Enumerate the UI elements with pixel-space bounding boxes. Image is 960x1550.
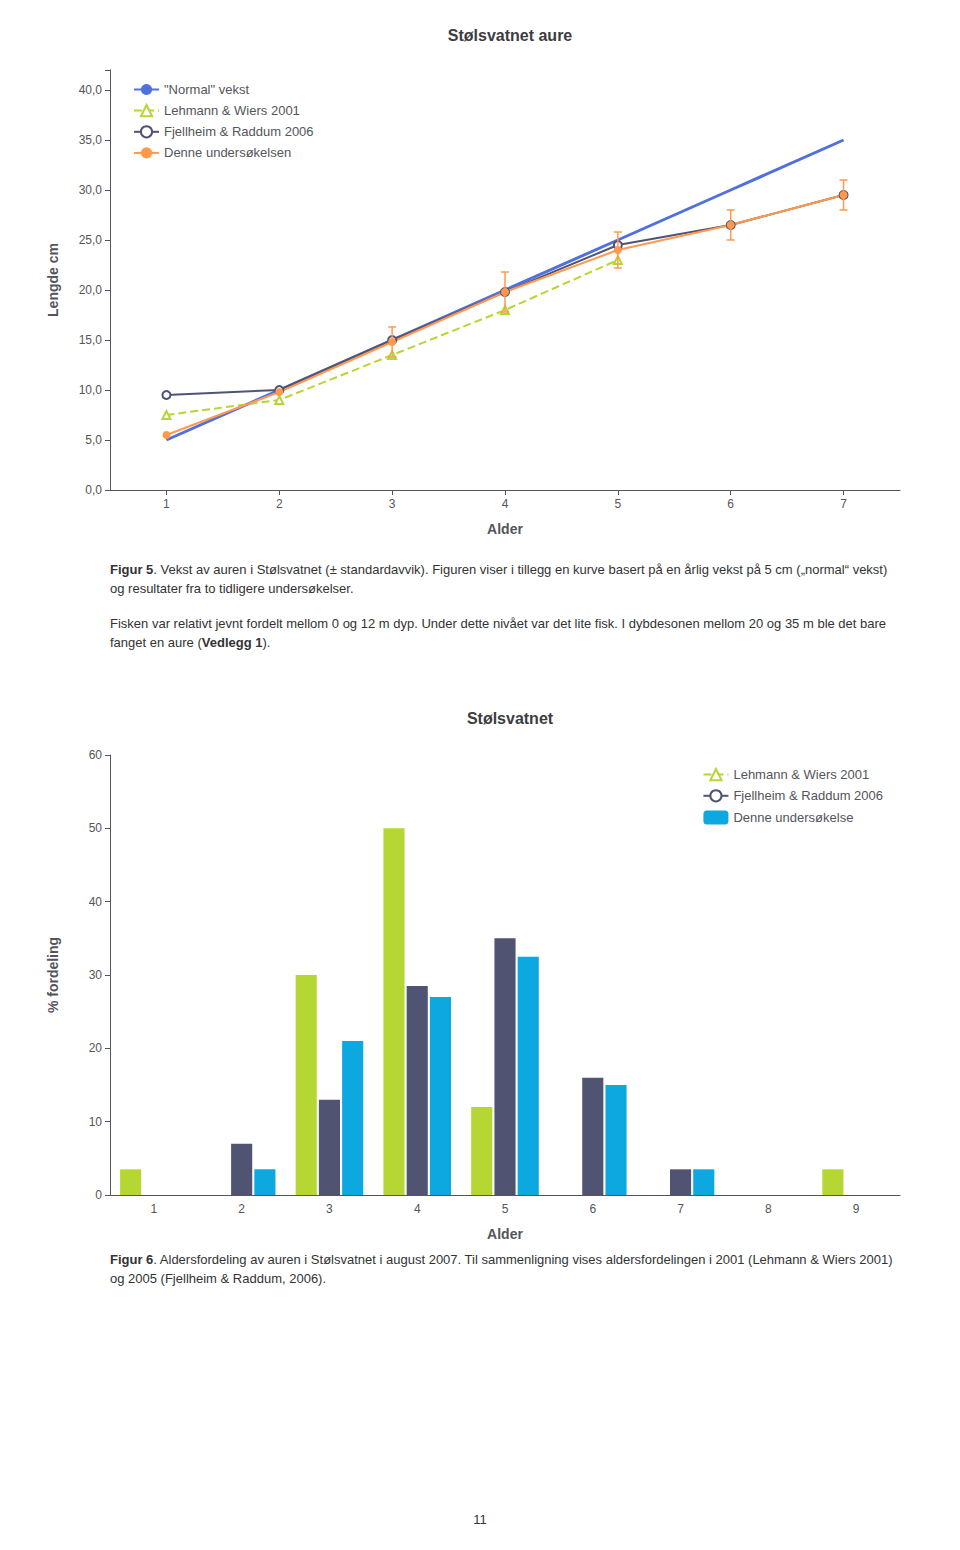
svg-text:Alder: Alder xyxy=(487,521,523,537)
svg-text:0: 0 xyxy=(95,1188,102,1202)
svg-text:6: 6 xyxy=(589,1202,596,1216)
svg-text:Fjellheim & Raddum 2006: Fjellheim & Raddum 2006 xyxy=(164,124,314,139)
svg-text:Alder: Alder xyxy=(487,1226,523,1242)
svg-text:fanget en aure (: fanget en aure ( xyxy=(110,635,202,650)
svg-text:4: 4 xyxy=(502,497,509,511)
svg-text:2: 2 xyxy=(238,1202,245,1216)
svg-text:30,0: 30,0 xyxy=(79,183,103,197)
svg-text:50: 50 xyxy=(89,821,103,835)
svg-text:Denne undersøkelse: Denne undersøkelse xyxy=(733,810,853,825)
svg-text:1: 1 xyxy=(151,1202,158,1216)
svg-text:60: 60 xyxy=(89,748,103,762)
svg-text:).: ). xyxy=(262,635,270,650)
svg-text:15,0: 15,0 xyxy=(79,333,103,347)
svg-text:Figur 6: Figur 6 xyxy=(110,1252,153,1267)
svg-text:20,0: 20,0 xyxy=(79,283,103,297)
svg-text:20: 20 xyxy=(89,1041,103,1055)
svg-text:Lehmann & Wiers 2001: Lehmann & Wiers 2001 xyxy=(164,103,300,118)
svg-text:2: 2 xyxy=(276,497,283,511)
svg-text:30: 30 xyxy=(89,968,103,982)
svg-text:Fjellheim & Raddum 2006: Fjellheim & Raddum 2006 xyxy=(733,788,883,803)
svg-text:Stølsvatnet aure: Stølsvatnet aure xyxy=(448,27,573,44)
svg-text:5: 5 xyxy=(502,1202,509,1216)
svg-text:0,0: 0,0 xyxy=(85,483,102,497)
svg-text:3: 3 xyxy=(326,1202,333,1216)
svg-text:3: 3 xyxy=(389,497,396,511)
svg-text:9: 9 xyxy=(853,1202,860,1216)
svg-text:Fisken var relativt jevnt ford: Fisken var relativt jevnt fordelt mellom… xyxy=(110,616,886,631)
svg-text:"Normal" vekst: "Normal" vekst xyxy=(164,82,249,97)
svg-text:og 2005 (Fjellheim & Raddum, 2: og 2005 (Fjellheim & Raddum, 2006). xyxy=(110,1271,326,1286)
svg-text:Stølsvatnet: Stølsvatnet xyxy=(467,710,554,727)
svg-text:10: 10 xyxy=(89,1115,103,1129)
svg-text:og resultater fra to tidligere: og resultater fra to tidligere undersøke… xyxy=(110,581,354,596)
svg-text:. Aldersfordeling av auren i S: . Aldersfordeling av auren i Stølsvatnet… xyxy=(153,1252,892,1267)
svg-text:25,0: 25,0 xyxy=(79,233,103,247)
svg-text:8: 8 xyxy=(765,1202,772,1216)
svg-text:4: 4 xyxy=(414,1202,421,1216)
svg-text:5,0: 5,0 xyxy=(85,433,102,447)
svg-text:11: 11 xyxy=(473,1512,487,1527)
svg-text:6: 6 xyxy=(727,497,734,511)
svg-text:Lehmann & Wiers 2001: Lehmann & Wiers 2001 xyxy=(733,767,869,782)
svg-text:40,0: 40,0 xyxy=(79,83,103,97)
svg-text:Vedlegg 1: Vedlegg 1 xyxy=(202,635,263,650)
svg-text:1: 1 xyxy=(163,497,170,511)
svg-text:. Vekst av auren i Stølsvatnet: . Vekst av auren i Stølsvatnet (± standa… xyxy=(153,562,887,577)
svg-text:10,0: 10,0 xyxy=(79,383,103,397)
svg-text:40: 40 xyxy=(89,895,103,909)
svg-text:Figur 5: Figur 5 xyxy=(110,562,153,577)
svg-text:35,0: 35,0 xyxy=(79,133,103,147)
svg-text:Denne undersøkelsen: Denne undersøkelsen xyxy=(164,145,291,160)
svg-text:7: 7 xyxy=(840,497,847,511)
svg-text:% fordeling: % fordeling xyxy=(45,937,61,1013)
svg-text:7: 7 xyxy=(677,1202,684,1216)
svg-text:Lengde cm: Lengde cm xyxy=(45,243,61,317)
svg-text:5: 5 xyxy=(615,497,622,511)
